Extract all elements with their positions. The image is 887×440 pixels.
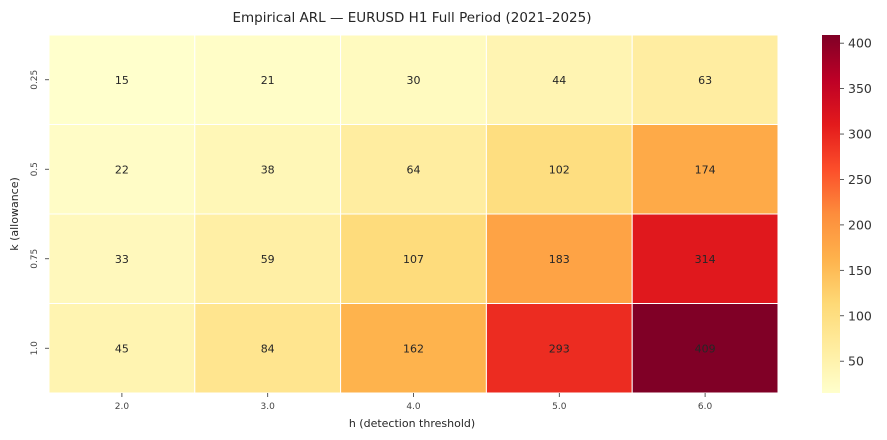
heatmap-cell [48, 34, 196, 125]
x-axis-ticks: 2.0 3.0 4.0 5.0 6.0 [115, 393, 713, 412]
heatmap-cell [48, 124, 196, 215]
cell-value-label: 33 [115, 253, 129, 266]
x-tick-label: 5.0 [552, 402, 567, 412]
heatmap-cell [485, 34, 633, 125]
colorbar-tick-label: 400 [848, 36, 872, 51]
cell-value-label: 63 [698, 74, 712, 87]
colorbar-tick-label: 200 [848, 217, 872, 232]
chart-title: Empirical ARL — EURUSD H1 Full Period (2… [233, 10, 592, 26]
cell-value-label: 30 [407, 74, 421, 87]
y-tick-label: 0.5 [30, 162, 40, 176]
cell-value-label: 64 [407, 163, 421, 176]
x-tick-label: 6.0 [698, 402, 713, 412]
cell-value-label: 15 [115, 74, 129, 87]
heatmap-cell [194, 213, 342, 304]
y-tick-label: 1.0 [30, 341, 40, 356]
colorbar-tick-label: 50 [848, 354, 864, 369]
heatmap-cell [194, 34, 342, 125]
cell-value-label: 21 [261, 74, 275, 87]
heatmap-cell [485, 303, 633, 394]
heatmap-cell [340, 34, 487, 125]
cell-value-label: 314 [695, 253, 716, 266]
cell-value-label: 102 [549, 163, 570, 176]
y-axis-ticks: 0.25 0.5 0.75 1.0 [30, 70, 49, 356]
cell-value-label: 107 [403, 253, 424, 266]
cell-value-label: 183 [549, 253, 570, 266]
x-axis-label: h (detection threshold) [349, 417, 475, 430]
colorbar-tick-label: 350 [848, 81, 872, 96]
cell-value-label: 44 [552, 74, 566, 87]
cell-value-label: 162 [403, 342, 424, 355]
cell-value-label: 59 [261, 253, 275, 266]
cell-value-labels: 15 21 30 44 63 22 38 64 102 174 33 59 107 183 314 45 84 1… [115, 74, 716, 356]
colorbar-ticks: 50 100 150 200 250 300 350 400 [840, 36, 872, 369]
cell-value-label: 38 [261, 163, 275, 176]
x-tick-label: 3.0 [261, 402, 276, 412]
heatmap-cell [194, 303, 342, 394]
heatmap-cell [631, 303, 779, 394]
heatmap-cell [340, 213, 487, 304]
colorbar-tick-label: 100 [848, 308, 872, 323]
heatmap-cell [631, 213, 779, 304]
x-tick-label: 2.0 [115, 402, 130, 412]
colorbar [822, 35, 840, 393]
colorbar-tick-label: 250 [848, 172, 872, 187]
cell-value-label: 409 [695, 342, 716, 355]
heatmap-cell [485, 213, 633, 304]
x-tick-label: 4.0 [406, 402, 421, 412]
y-tick-label: 0.25 [30, 70, 40, 90]
colorbar-tick-label: 150 [848, 263, 872, 278]
cell-value-label: 22 [115, 163, 129, 176]
y-axis-label: k (allowance) [8, 177, 21, 251]
cell-value-label: 45 [115, 342, 129, 355]
heatmap-cells [48, 34, 779, 394]
cell-value-label: 174 [695, 163, 716, 176]
cell-value-label: 293 [549, 342, 570, 355]
heatmap-cell [340, 124, 487, 215]
y-tick-label: 0.75 [30, 249, 40, 269]
heatmap-cell [631, 34, 779, 125]
heatmap-cell [631, 124, 779, 215]
heatmap-cell [340, 303, 487, 394]
colorbar-tick-label: 300 [848, 127, 872, 142]
cell-value-label: 84 [261, 342, 275, 355]
